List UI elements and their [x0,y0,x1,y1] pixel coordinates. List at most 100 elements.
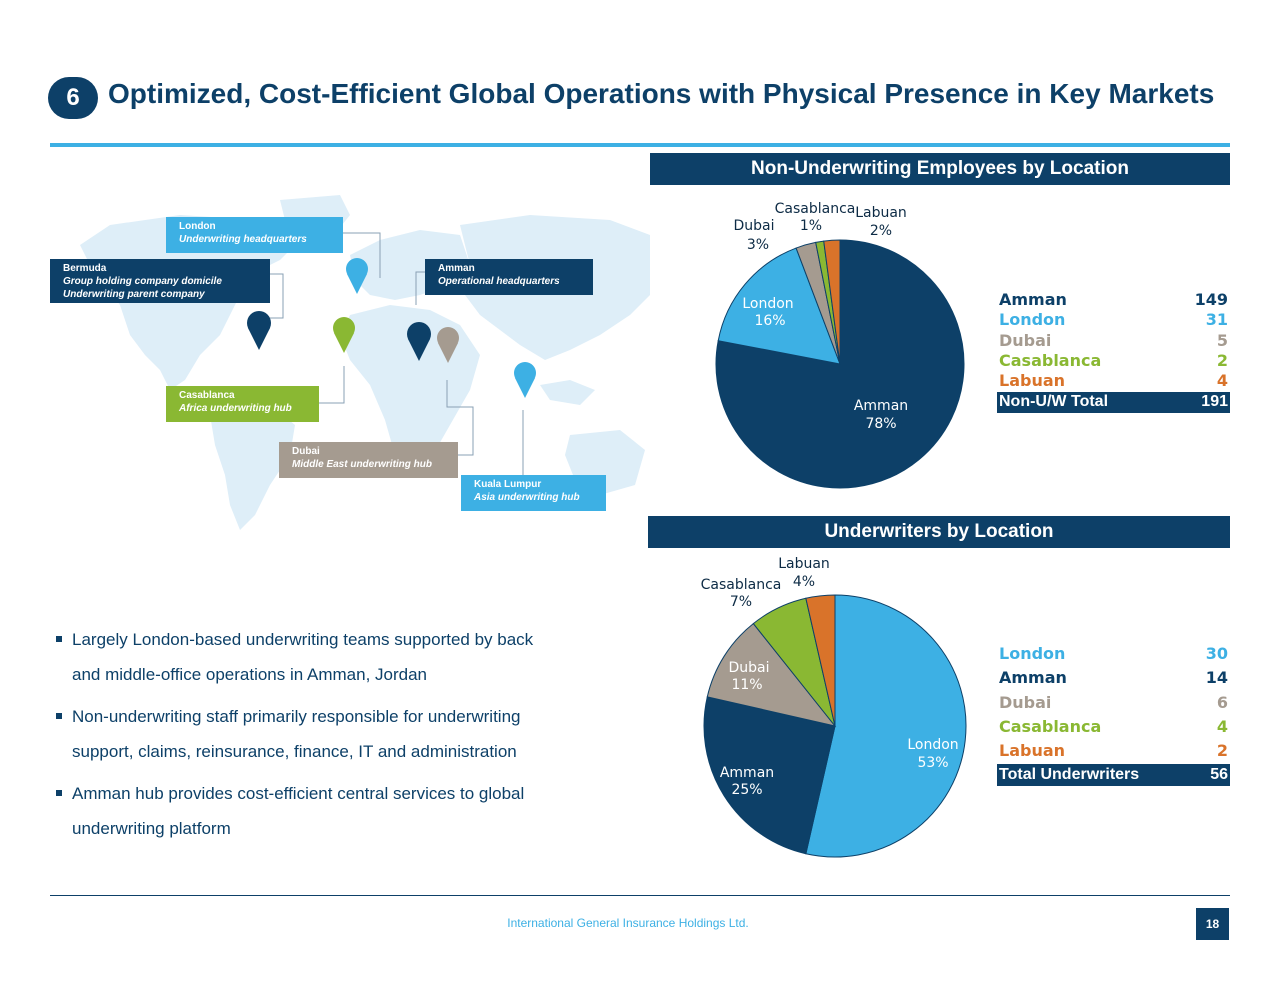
pie-label-london: London [742,296,793,312]
legend-label: Dubai [999,330,1052,350]
legend-label: Labuan [999,741,1066,761]
pie-label-amman: Amman [720,765,774,781]
section-number-badge: 6 [48,77,98,119]
legend-value: 31 [1205,310,1228,330]
legend-total-value: 191 [1201,393,1228,411]
legend-label: Casablanca [999,350,1102,370]
map-label-role: Group holding company domicile [63,276,222,287]
page-title: Optimized, Cost-Efficient Global Operati… [108,78,1215,109]
map-label-casablanca: Casablanca Africa underwriting hub [166,386,319,422]
bullet-item: Largely London-based underwriting teams … [56,622,576,692]
legend-total-row: Non-U/W Total 191 [997,392,1230,413]
legend-label: Dubai [999,692,1052,712]
map-pin-icon [247,311,271,350]
map-label-role: Asia underwriting hub [474,492,580,503]
map-label-amman: Amman Operational headquarters [425,259,593,295]
map-label-city: Dubai [292,446,320,457]
legend-value: 14 [1205,668,1228,688]
legend-row: Dubai 5 [997,331,1230,351]
map-pin-icon [333,317,355,353]
pie-label-london: London [907,737,958,753]
legend-total-row: Total Underwriters 56 [997,764,1230,787]
legend-label: Labuan [999,371,1066,391]
footer-company-name: International General Insurance Holdings… [507,916,749,930]
bullet-text: Amman hub provides cost-efficient centra… [72,784,525,803]
pie-label-amman: Amman [854,398,908,414]
legend-total-label: Total Underwriters [999,766,1140,784]
legend-value: 6 [1216,692,1228,712]
pie-slice-amman [703,696,836,855]
map-label-city: Amman [438,263,475,274]
bullet-text: Non-underwriting staff primarily respons… [72,707,521,726]
legend-value: 5 [1216,330,1228,350]
legend-label: Amman [999,290,1067,309]
bullet-list: Largely London-based underwriting teams … [56,622,576,846]
page-number: 18 [1196,908,1229,940]
legend-row: Casablanca 2 [997,351,1230,371]
map-label-role: Underwriting parent company [63,289,205,300]
pie-pct-amman: 78% [865,416,896,432]
legend-row: Labuan 2 [997,739,1230,763]
bullet-text: Largely London-based underwriting teams … [72,630,534,649]
title-divider [50,143,1230,147]
legend-label: Amman [999,668,1067,688]
bullet-item: Amman hub provides cost-efficient centra… [56,776,576,846]
pie-slice-dubai [706,622,837,727]
legend-value: 4 [1216,371,1228,391]
legend-value: 30 [1205,644,1228,663]
pie-slice-labuan [805,594,836,727]
bullet-square-icon [56,790,62,796]
map-pin-icon [346,258,368,294]
map-pin-icon [437,327,459,363]
map-label-role: Operational headquarters [438,276,560,287]
map-label-city: Bermuda [63,263,107,274]
pie-pct-labuan: 4% [793,574,815,590]
pie-pct-casablanca: 7% [730,594,752,610]
pie-slice-london [717,247,841,365]
legend-value: 149 [1194,290,1228,309]
legend-total-label: Non-U/W Total [999,393,1109,411]
pie-pct-casablanca: 1% [800,218,822,234]
legend-label: Casablanca [999,716,1102,736]
map-pin-icon [514,362,536,398]
legend-label: London [999,310,1066,330]
legend-row: London 31 [997,310,1230,330]
pie-label-dubai: Dubai [728,660,769,676]
map-label-city: Kuala Lumpur [474,479,542,490]
legend-row: London 30 [997,642,1230,666]
map-label-kuala-lumpur: Kuala Lumpur Asia underwriting hub [461,475,606,511]
pie-pct-dubai: 3% [747,237,769,253]
map-label-bermuda: Bermuda Group holding company domicile U… [50,259,270,303]
map-label-role: Africa underwriting hub [179,403,292,414]
pie-pct-london: 16% [754,313,785,329]
bullet-text: underwriting platform [72,819,231,838]
map-label-dubai: Dubai Middle East underwriting hub [279,442,458,478]
pie-label-casablanca: Casablanca [701,577,782,593]
footer-divider [50,895,1230,896]
map-label-role: Middle East underwriting hub [292,459,432,470]
map-label-city: Casablanca [179,390,235,401]
map-connectors [260,232,524,475]
pie-pct-amman: 25% [731,782,762,798]
legend-row: Labuan 4 [997,371,1230,391]
map-label-london: London Underwriting headquarters [166,217,343,253]
bullet-text: support, claims, reinsurance, finance, I… [72,742,517,761]
uw-legend: London 30 Amman 14 Dubai 6 Casablanca 4 Labu… [997,642,1230,787]
nonuw-chart-title: Non-Underwriting Employees by Location [650,153,1230,185]
bullet-text: and middle-office operations in Amman, J… [72,665,427,684]
pie-label-labuan: Labuan [778,556,830,572]
legend-row: Amman 14 [997,666,1230,690]
bullet-square-icon [56,713,62,719]
bullet-square-icon [56,636,62,642]
location-pins [247,258,536,398]
pie-slice-london [805,594,967,858]
pie-pct-london: 53% [917,755,948,771]
legend-value: 2 [1216,350,1228,370]
legend-value: 2 [1216,741,1228,761]
pie-label-casablanca: Casablanca [775,201,856,217]
legend-total-value: 56 [1210,766,1228,784]
pie-slice-labuan [823,239,841,365]
legend-label: London [999,644,1066,663]
